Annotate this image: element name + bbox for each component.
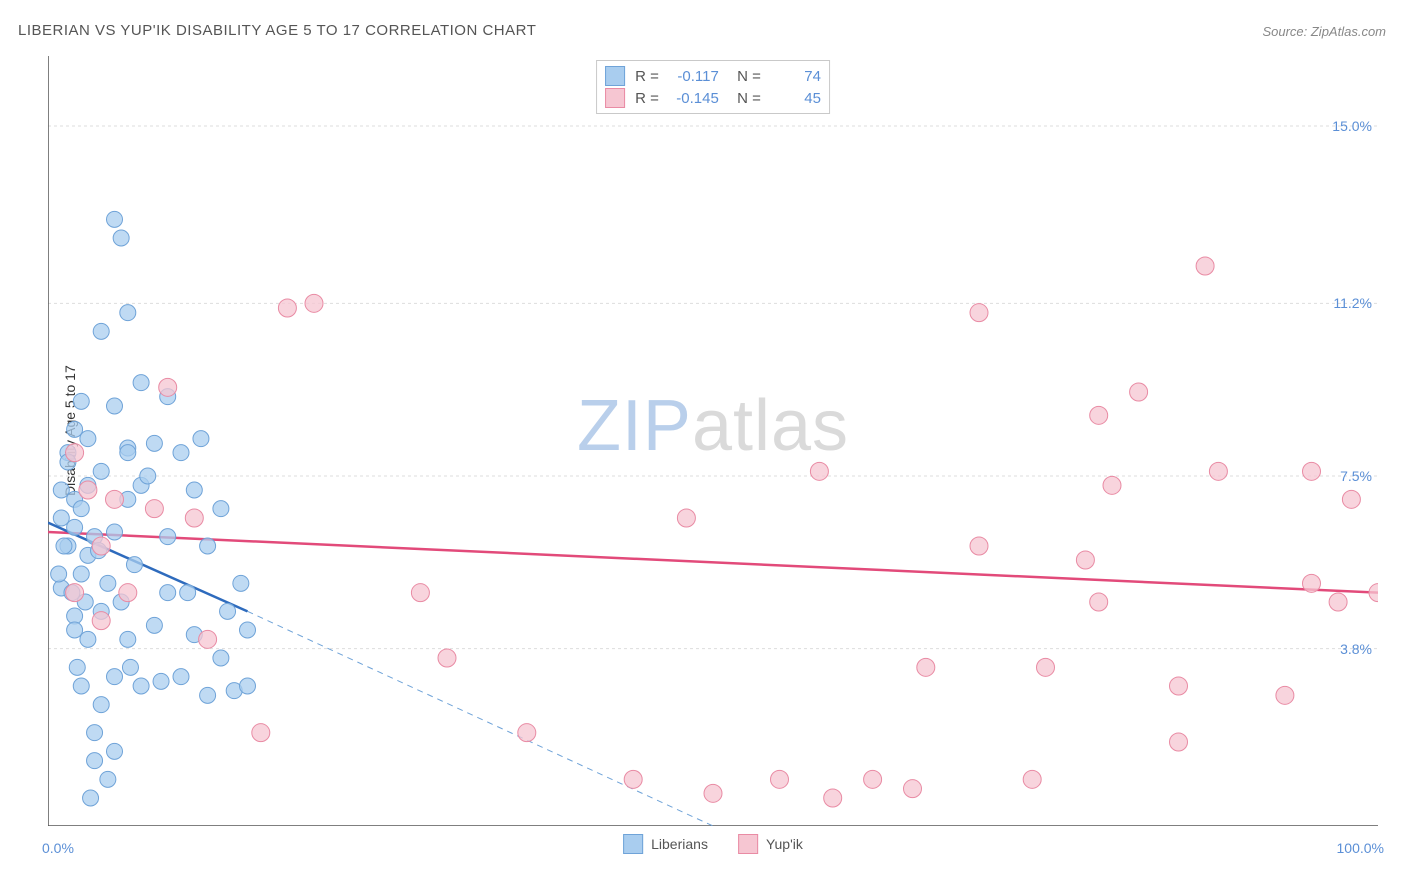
scatter-chart: [48, 56, 1378, 826]
stats-legend: R = -0.117 N = 74 R = -0.145 N = 45: [596, 60, 830, 114]
legend-item-liberians: Liberians: [623, 834, 708, 854]
stats-row-liberians: R = -0.117 N = 74: [605, 65, 821, 87]
swatch-liberians-icon: [623, 834, 643, 854]
y-tick: 7.5%: [1340, 468, 1372, 484]
swatch-yupik-icon: [738, 834, 758, 854]
chart-title: LIBERIAN VS YUP'IK DISABILITY AGE 5 TO 1…: [18, 22, 536, 39]
stats-row-yupik: R = -0.145 N = 45: [605, 87, 821, 109]
swatch-yupik: [605, 88, 625, 108]
source-label: Source: ZipAtlas.com: [1262, 24, 1386, 39]
y-tick: 15.0%: [1332, 118, 1372, 134]
x-tick-right: 100.0%: [1337, 840, 1384, 856]
y-tick: 11.2%: [1333, 295, 1372, 311]
x-tick-left: 0.0%: [42, 840, 74, 856]
swatch-liberians: [605, 66, 625, 86]
y-tick: 3.8%: [1340, 641, 1372, 657]
series-legend: Liberians Yup'ik: [623, 834, 803, 854]
legend-item-yupik: Yup'ik: [738, 834, 803, 854]
plot-area: Disability Age 5 to 17 ZIPatlas R = -0.1…: [48, 56, 1378, 826]
